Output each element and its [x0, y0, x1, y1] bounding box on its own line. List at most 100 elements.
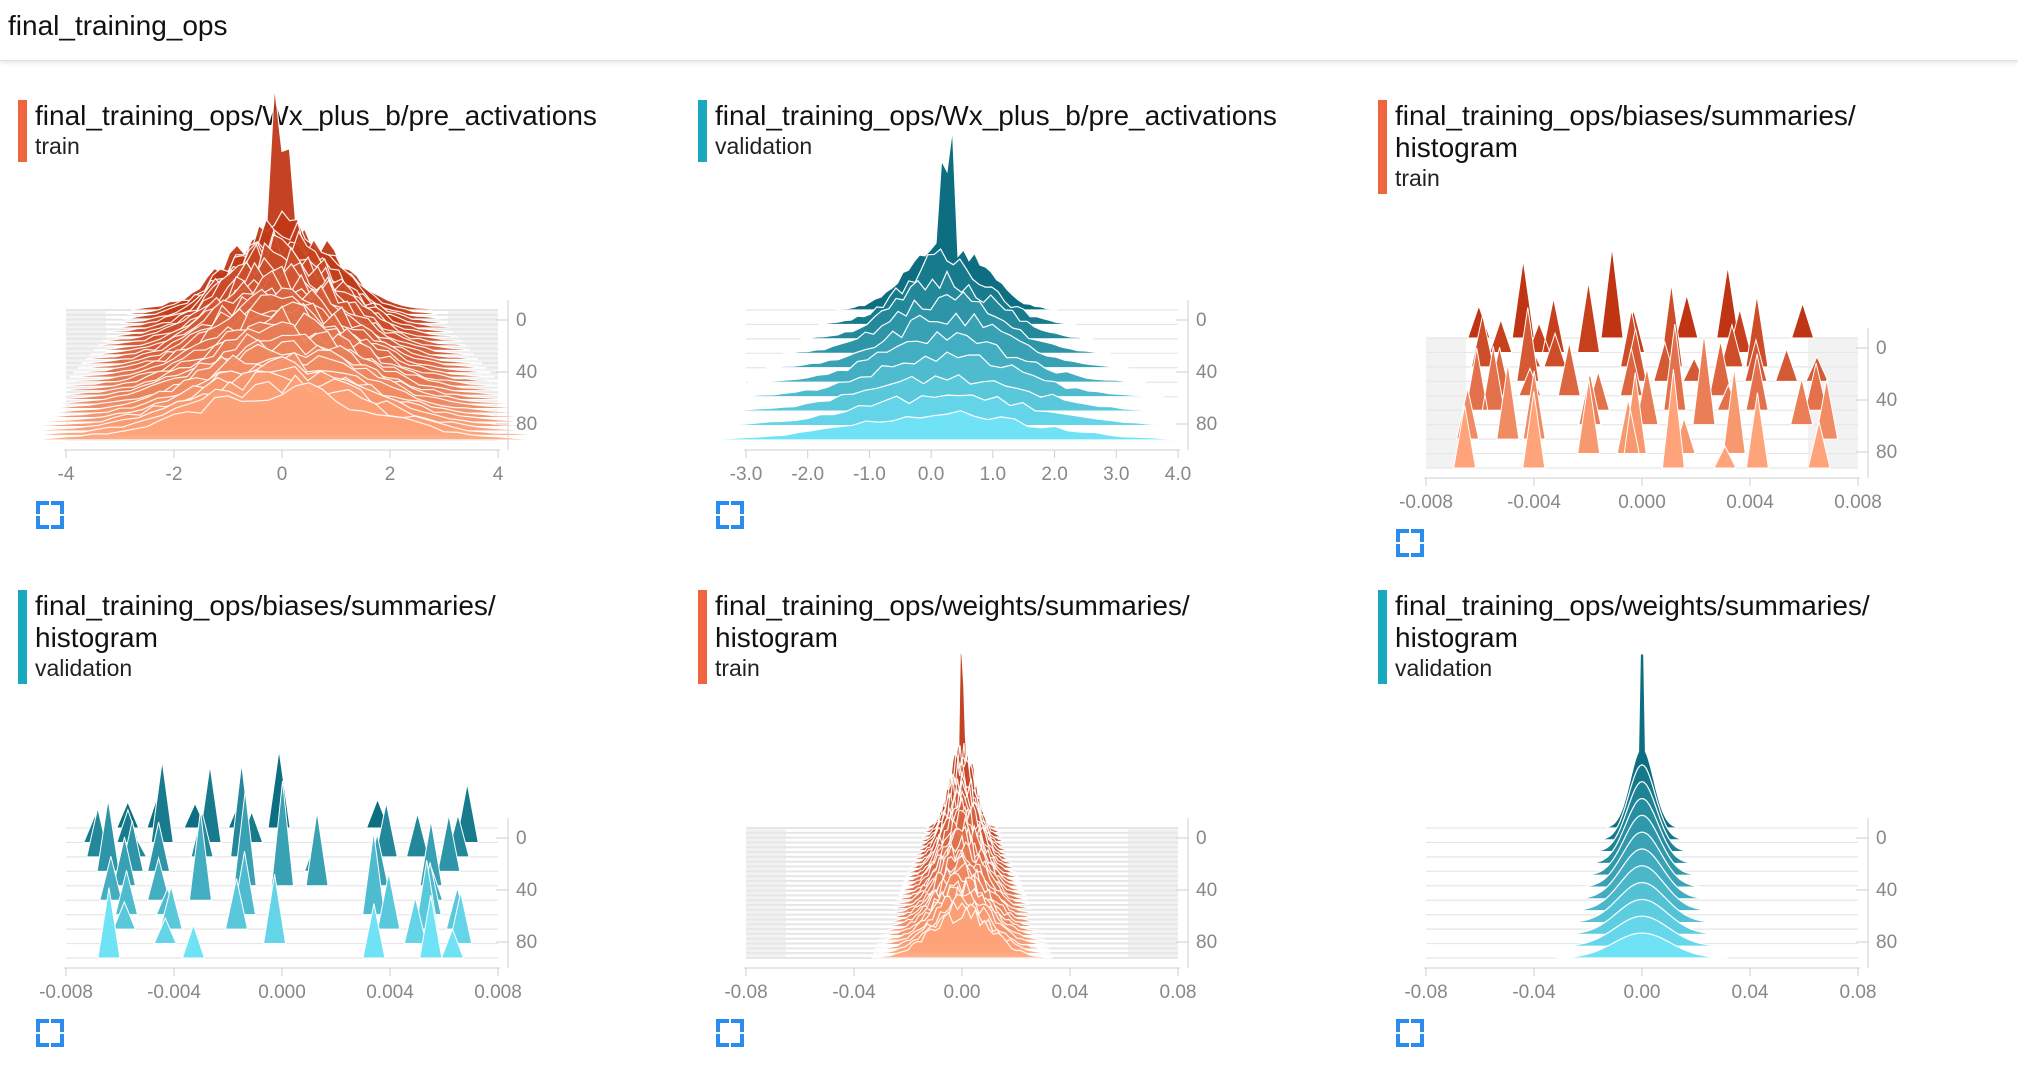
x-tick-label: -0.008	[1399, 492, 1453, 513]
page-title: final_training_ops	[8, 10, 228, 41]
y-tick-label: 80	[1876, 932, 1897, 953]
histogram-plot: 0 40 80 -0.08 -0.04 0.00 0.04 0.08	[724, 649, 1217, 1003]
run-name-label: validation	[715, 133, 813, 159]
histogram-slice	[676, 410, 1218, 441]
histogram-plot: 0 40 80 -0.008 -0.004 0.000 0.004 0.008	[1399, 247, 1897, 513]
x-tick-label: 0	[277, 464, 288, 485]
histogram-slice	[1560, 915, 1724, 947]
run-color-indicator	[698, 590, 707, 684]
histogram-spike	[1578, 333, 1814, 426]
edge-shade	[746, 828, 786, 958]
run-name-label: train	[1395, 165, 1440, 191]
x-tick-label: 0.000	[258, 982, 306, 1003]
x-tick-label: 0.000	[1618, 492, 1666, 513]
x-tick-label: -0.08	[1404, 982, 1447, 1003]
histogram-plot: 0 40 80 -4 -2 0 2 4	[11, 86, 553, 485]
x-tick-label: -4	[58, 464, 75, 485]
y-tick-label: 0	[516, 828, 527, 849]
histogram-card: final_training_ops/biases/summaries/ his…	[18, 590, 678, 1070]
histogram-slice	[836, 128, 1058, 311]
histogram-slice	[1556, 932, 1728, 959]
run-color-indicator	[698, 100, 707, 162]
run-name-label: validation	[1395, 655, 1493, 681]
x-tick-label: 0.004	[366, 982, 414, 1003]
histogram-card: final_training_ops/weights/summaries/ hi…	[698, 590, 1358, 1070]
run-color-indicator	[18, 590, 27, 684]
histogram-slice	[153, 874, 473, 945]
x-tick-label: -0.004	[147, 982, 201, 1003]
expand-chart-button[interactable]	[35, 1018, 65, 1048]
x-tick-label: 0.04	[1732, 982, 1769, 1003]
histogram-curve	[783, 291, 1111, 354]
edge-shade	[1128, 828, 1178, 958]
x-tick-label: -0.08	[724, 982, 767, 1003]
histogram-slice	[729, 351, 1165, 398]
x-tick-label: -3.0	[730, 464, 763, 485]
histogram-slice	[99, 810, 444, 901]
y-tick-label: 0	[1876, 828, 1887, 849]
histogram-curve	[871, 905, 1053, 959]
histogram-tag-title: final_training_ops/weights/summaries/ hi…	[715, 590, 1190, 653]
histogram-slice	[1577, 367, 1746, 455]
expand-chart-button[interactable]	[1395, 528, 1425, 558]
y-tick-label: 0	[516, 310, 527, 331]
x-tick-label: 0.08	[1840, 982, 1877, 1003]
x-tick-label: 2.0	[1041, 464, 1067, 485]
expand-chart-button[interactable]	[1395, 1018, 1425, 1048]
x-tick-label: 1.0	[980, 464, 1006, 485]
y-tick-label: 80	[1196, 414, 1217, 435]
histogram-curve	[836, 128, 1058, 311]
page-header: final_training_ops	[0, 0, 2018, 61]
x-tick-label: 0.008	[474, 982, 522, 1003]
y-tick-label: 40	[1876, 880, 1897, 901]
histogram-slice	[871, 905, 1053, 959]
histogram-curve	[926, 649, 998, 829]
histogram-curve	[1560, 915, 1724, 947]
histogram-slice	[131, 86, 433, 311]
x-tick-label: 0.0	[918, 464, 944, 485]
histogram-slice	[97, 887, 465, 959]
histogram-curve	[1556, 932, 1728, 959]
histogram-slice	[11, 382, 553, 441]
run-name-label: train	[35, 133, 80, 159]
histogram-curve	[131, 86, 433, 311]
run-name-label: train	[715, 655, 760, 681]
expand-chart-button[interactable]	[715, 500, 745, 530]
histogram-slice	[112, 780, 443, 887]
y-tick-label: 40	[1876, 390, 1897, 411]
histogram-card: final_training_ops/weights/summaries/ hi…	[1378, 590, 2018, 1070]
histogram-spike	[1577, 367, 1746, 455]
y-tick-label: 40	[1196, 362, 1217, 383]
histogram-curve	[11, 382, 553, 441]
histogram-spike	[1453, 369, 1831, 469]
x-tick-label: 2	[385, 464, 396, 485]
run-color-indicator	[18, 100, 27, 162]
run-name-label: validation	[35, 655, 133, 681]
expand-chart-button[interactable]	[35, 500, 65, 530]
x-tick-label: -0.008	[39, 982, 93, 1003]
histogram-slice	[96, 799, 461, 872]
x-tick-label: 3.0	[1103, 464, 1129, 485]
x-tick-label: -1.0	[853, 464, 886, 485]
histogram-card: final_training_ops/Wx_plus_b/pre_activat…	[676, 100, 1358, 580]
expand-chart-button[interactable]	[715, 1018, 745, 1048]
y-tick-label: 80	[1876, 442, 1897, 463]
histogram-spike	[96, 799, 461, 872]
histogram-curve	[1606, 652, 1678, 829]
histogram-curve	[676, 410, 1218, 441]
histogram-tag-title: final_training_ops/biases/summaries/ his…	[1395, 100, 1856, 163]
histogram-curve	[694, 394, 1200, 427]
histogram-curve	[712, 374, 1182, 412]
histogram-plot: 0 40 80 -0.08 -0.04 0.00 0.04 0.08	[1404, 652, 1897, 1003]
histogram-card: final_training_ops/Wx_plus_b/pre_activat…	[11, 86, 678, 580]
histogram-slice	[1578, 333, 1814, 426]
y-tick-label: 0	[1196, 310, 1207, 331]
y-tick-label: 0	[1876, 338, 1887, 359]
x-tick-label: 0.08	[1160, 982, 1197, 1003]
y-tick-label: 80	[1196, 932, 1217, 953]
x-tick-label: 4.0	[1165, 464, 1191, 485]
histogram-slice	[694, 394, 1200, 427]
histogram-slice	[1453, 369, 1831, 469]
run-color-indicator	[1378, 590, 1387, 684]
histogram-spike	[112, 780, 443, 887]
